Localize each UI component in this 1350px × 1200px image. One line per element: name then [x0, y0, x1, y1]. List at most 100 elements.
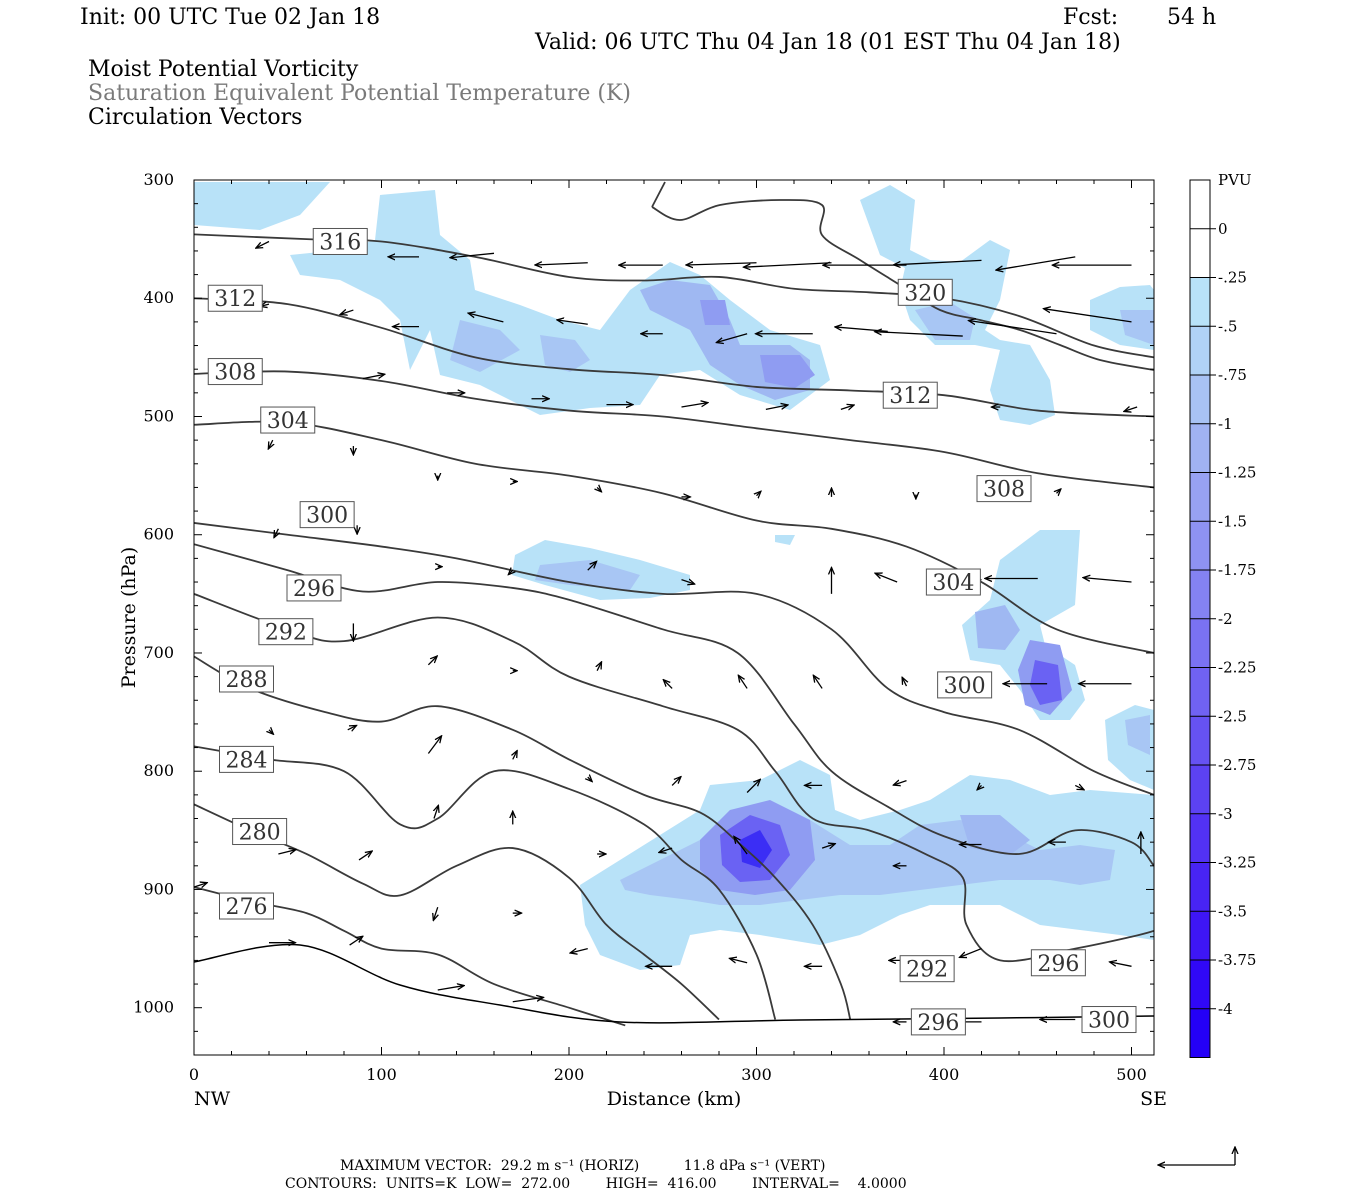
- contour-label: 296: [286, 574, 342, 602]
- circulation-vector: [746, 779, 760, 793]
- circulation-vectors: [194, 240, 1141, 1021]
- axes: 300 400 500 600 700 800 900 1000 0 100 200 300 400 50…: [118, 170, 1167, 1110]
- contour-label-box: [219, 745, 274, 773]
- contour-label: 316: [312, 227, 368, 255]
- pv-area: [1030, 660, 1062, 705]
- contour-label-box: [207, 284, 263, 312]
- contour-label-text: 308: [983, 478, 1025, 503]
- contour-label: 292: [899, 955, 955, 983]
- surface-line: [194, 943, 1154, 1024]
- contour-label: 308: [976, 475, 1032, 503]
- contour-label: 320: [897, 278, 953, 306]
- contour-line-308: [194, 370, 1154, 489]
- contour-label-box: [976, 475, 1032, 503]
- circulation-vector: [902, 677, 906, 687]
- contour-label-box: [260, 406, 316, 434]
- pv-colorbar: PVU 0 -.25 -.5 -.75 -1 -1.25 -1.5 -1.75 -2 -2.25 -2…: [1189, 171, 1256, 1058]
- colorbar-label: -2.75: [1218, 756, 1256, 774]
- colorbar-swatch: [1190, 911, 1210, 961]
- contour-label-box: [299, 501, 355, 529]
- colorbar-label: -4: [1218, 1000, 1233, 1018]
- contour-line: [651, 199, 1154, 371]
- forecast-label: Fcst:: [1063, 5, 1119, 30]
- contour-label-text: 304: [267, 409, 309, 434]
- contour-line-280: [194, 803, 720, 1021]
- contour-info-note: CONTOURS: UNITS=K LOW= 272.00 HIGH= 416.…: [285, 1176, 907, 1192]
- circulation-vector: [437, 986, 464, 991]
- circulation-vector: [358, 851, 372, 861]
- contour-label: 292: [258, 618, 314, 646]
- x-tick-label: 400: [929, 1065, 960, 1084]
- circulation-vector: [757, 491, 761, 495]
- circulation-vector: [744, 262, 832, 267]
- circulation-vector: [278, 850, 296, 854]
- circulation-vector: [977, 785, 981, 789]
- circulation-vector: [835, 327, 888, 332]
- colorbar-swatch: [1190, 765, 1210, 815]
- circulation-vector: [1083, 578, 1132, 583]
- contour-label-text: 296: [917, 1011, 959, 1036]
- contour-label-text: 320: [904, 281, 946, 306]
- circulation-vector: [340, 310, 354, 314]
- forecast-hour: 54 h: [1167, 5, 1217, 30]
- contour-line-304: [194, 420, 1154, 654]
- colorbar-swatch: [1190, 618, 1210, 668]
- colorbar-label: -3.5: [1218, 902, 1247, 920]
- circulation-vector: [597, 662, 601, 672]
- pv-area: [760, 355, 815, 388]
- circulation-vector: [347, 725, 357, 729]
- circulation-vector: [765, 405, 788, 411]
- circulation-vector: [450, 252, 495, 257]
- pv-shading: [194, 182, 1154, 970]
- max-vector-note: MAXIMUM VECTOR: 29.2 m s⁻¹ (HORIZ) 11.8 …: [340, 1158, 826, 1174]
- circulation-vector: [671, 777, 681, 786]
- x-end-label-nw: NW: [194, 1088, 231, 1110]
- contour-label-text: 284: [226, 748, 268, 773]
- contour-label-text: 280: [239, 821, 281, 846]
- colorbar-label: -1.5: [1218, 512, 1247, 530]
- circulation-vector: [840, 405, 854, 409]
- colorbar-swatch: [1190, 521, 1210, 571]
- colorbar-swatch: [1190, 180, 1210, 230]
- circulation-vector: [535, 263, 588, 265]
- circulation-vector: [1110, 962, 1132, 967]
- init-time: Init: 00 UTC Tue 02 Jan 18: [80, 5, 381, 30]
- circulation-vector: [875, 573, 898, 583]
- colorbar-swatch: [1190, 960, 1210, 1010]
- circulation-vector: [468, 313, 504, 323]
- x-end-label-se: SE: [1140, 1088, 1167, 1110]
- contour-label-box: [897, 278, 953, 306]
- y-tick-label: 900: [143, 879, 174, 898]
- contour-label-box: [937, 671, 993, 699]
- contour-label-box: [232, 818, 288, 846]
- circulation-vector: [194, 883, 207, 887]
- contour-label-box: [1081, 1006, 1137, 1034]
- y-tick-label: 300: [143, 170, 174, 189]
- circulation-vector: [256, 240, 270, 248]
- circulation-vector: [875, 332, 963, 337]
- contour-label-text: 316: [319, 230, 361, 255]
- pv-area: [450, 320, 520, 372]
- pv-area: [700, 300, 730, 325]
- contour-label-text: 276: [226, 895, 268, 920]
- circulation-vector: [587, 561, 597, 571]
- contour-label: 280: [232, 818, 288, 846]
- theta-es-contours: [194, 181, 1154, 1027]
- circulation-vector: [730, 958, 748, 962]
- colorbar-swatch: [1190, 813, 1210, 863]
- pv-area: [535, 560, 640, 590]
- contour-label-box: [312, 227, 368, 255]
- pv-area: [775, 535, 795, 545]
- pv-area: [860, 185, 1055, 425]
- colorbar-swatch: [1190, 228, 1210, 278]
- colorbar-label: -3.25: [1218, 854, 1256, 872]
- colorbar-unit: PVU: [1218, 171, 1252, 189]
- contour-label-box: [910, 1008, 966, 1036]
- colorbar-swatch: [1190, 423, 1210, 473]
- pv-area: [1125, 715, 1150, 755]
- pv-area: [915, 302, 975, 340]
- circulation-vector: [738, 675, 748, 689]
- contour-label: 312: [207, 284, 263, 312]
- colorbar-label: -1.25: [1218, 464, 1256, 482]
